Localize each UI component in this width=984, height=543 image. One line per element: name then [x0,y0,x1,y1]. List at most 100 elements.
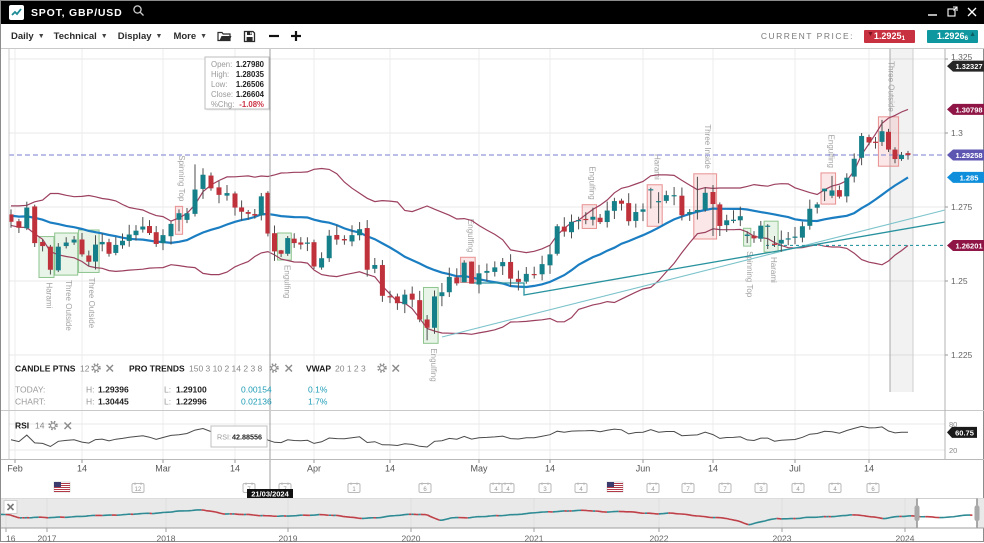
svg-text:12: 12 [135,487,142,493]
candle-body [154,232,159,244]
pattern-label: Three Outside [64,280,73,331]
rsi-tooltip-label: RSI: [217,433,231,442]
candle-body [516,279,521,282]
stats-l-label: L: [164,385,171,395]
price-badge-label: 1.26201 [955,241,982,250]
candle-body [641,209,646,211]
popout-button[interactable] [947,4,958,22]
rsi-remove-icon[interactable] [65,423,72,430]
candle-body [279,250,284,253]
candle-body [807,209,812,226]
open-folder-icon[interactable] [217,30,232,42]
more-menu[interactable]: More▼ [173,31,207,42]
price-tick-label: 1.325 [951,52,973,62]
window-title: SPOT, GBP/USD [31,7,123,19]
candle-body [873,142,878,143]
pattern-label: Harami [653,154,662,180]
candle-body [454,277,459,283]
rsi-gear-icon[interactable] [49,422,57,430]
candle-body [648,189,653,190]
minimize-button[interactable] [928,4,938,22]
pattern-box-harami [647,185,662,227]
close-button[interactable] [967,4,977,22]
chart-type-menu[interactable]: Technical▼ [54,31,108,42]
legend-gear-icon[interactable] [378,364,386,372]
interval-menu[interactable]: Daily▼ [11,31,45,42]
navigator-close-button[interactable] [4,501,17,514]
calendar-event-icon[interactable]: 4 [647,483,659,494]
candle-body [432,296,437,327]
candle-body [664,195,669,201]
candle-body [169,224,174,236]
calendar-event-icon[interactable]: 6 [419,483,431,494]
candle-body [492,267,497,272]
time-tick-label: 14 [864,464,874,474]
candle-body [540,264,545,274]
stats-h-label: H: [86,397,95,407]
calendar-event-icon[interactable]: 6 [867,483,879,494]
time-tick-label: Feb [7,464,23,474]
candle-body [161,235,166,243]
legend-gear-icon[interactable] [92,364,100,372]
calendar-event-icon[interactable]: 4 [829,483,841,494]
candle-body [569,222,574,232]
candle-body [193,190,198,214]
legend-remove-icon[interactable] [393,365,400,372]
time-tick-label: 14 [230,464,240,474]
candle-body [113,245,118,253]
calendar-event-icon[interactable]: 3 [755,483,767,494]
time-tick-label: Apr [307,464,321,474]
legend-remove-icon[interactable] [286,365,293,372]
candle-body [209,176,214,189]
candle-body [656,201,661,202]
display-menu[interactable]: Display▼ [118,31,163,42]
candle-body [252,214,257,216]
save-icon[interactable] [243,30,256,43]
calendar-event-icon[interactable]: 12 [132,483,144,494]
calendar-event-icon[interactable]: 4 [792,483,804,494]
rsi-axis-label: 20 [949,446,957,455]
calendar-event-icon[interactable]: 7 [719,483,731,494]
calendar-event-icon[interactable]: 4 [502,483,514,494]
candle-body [859,136,864,158]
pattern-label: Harami [45,282,54,308]
candle-body [447,277,452,292]
zoom-out-icon[interactable] [268,30,280,42]
navigator-handle-grip [915,505,920,521]
candle-body [800,226,805,237]
candle-body [786,238,791,239]
us-flag-icon[interactable] [607,482,623,492]
price-tick-label: 1.225 [951,350,973,360]
candle-body [107,242,112,254]
us-flag-icon[interactable] [54,482,70,492]
search-icon[interactable] [132,4,145,22]
candle-body [93,245,98,262]
candle-body [56,247,61,271]
candle-body [246,212,251,214]
candle-body [100,242,105,244]
candle-body [605,211,610,222]
candle-body [779,240,784,244]
candle-body [738,216,743,220]
candle-body [140,227,145,230]
time-tick-label: May [470,464,488,474]
legend-gear-icon[interactable] [270,364,278,372]
candle-body [880,131,885,142]
calendar-event-icon[interactable]: 4 [575,483,587,494]
candle-body [239,207,244,211]
candle-body [319,258,324,267]
price-badge-label: 1.32327 [955,62,982,71]
calendar-event-icon[interactable]: 7 [682,483,694,494]
calendar-event-icon[interactable]: 1 [348,483,360,494]
calendar-event-icon[interactable]: 3 [539,483,551,494]
legend-remove-icon[interactable] [107,365,114,372]
candle-body [583,219,588,220]
zoom-in-icon[interactable] [290,30,302,42]
candle-body [717,204,722,226]
candle-body [765,226,770,227]
price-tick-label: 1.275 [951,202,973,212]
pattern-label: Engulfing [282,265,291,298]
calendar-event-icon[interactable]: 4 [490,483,502,494]
